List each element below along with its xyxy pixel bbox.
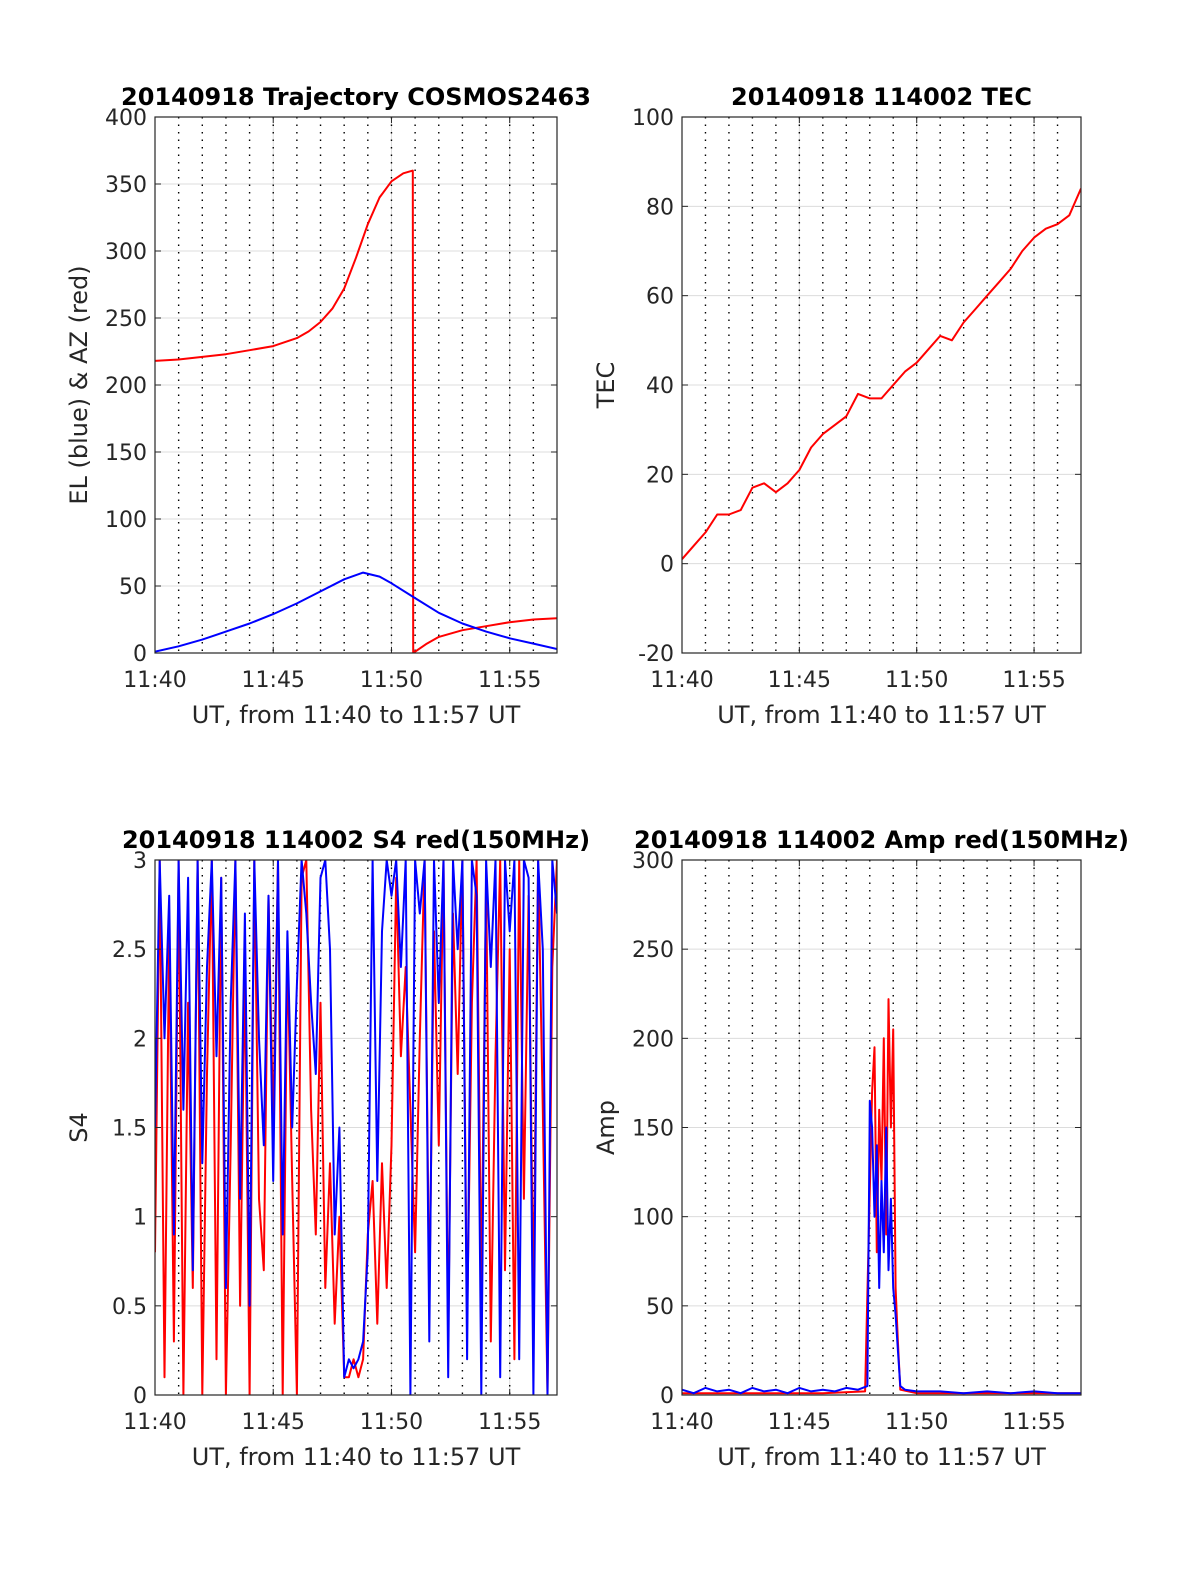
- y-tick-label: 100: [105, 508, 147, 533]
- y-tick-label: 0: [133, 642, 147, 667]
- x-tick-label: 11:55: [478, 1410, 541, 1435]
- x-tick-label: 11:50: [360, 1410, 423, 1435]
- y-tick-label: 0: [133, 1384, 147, 1409]
- series-line-2: [155, 571, 557, 653]
- y-tick-label: 0: [660, 1384, 674, 1409]
- y-tick-label: 150: [632, 1117, 674, 1142]
- x-tick-label: 11:40: [123, 668, 186, 693]
- y-axis-label: EL (blue) & AZ (red): [65, 265, 93, 504]
- y-tick-label: 250: [105, 307, 147, 332]
- x-axis-label: UT, from 11:40 to 11:57 UT: [717, 701, 1046, 729]
- y-tick-label: 200: [632, 1027, 674, 1052]
- y-tick-label: -20: [638, 642, 674, 667]
- x-tick-label: 11:45: [768, 1410, 831, 1435]
- x-tick-label: 11:50: [885, 668, 948, 693]
- y-tick-label: 1: [133, 1206, 147, 1231]
- y-axis-label: Amp: [592, 1100, 620, 1155]
- y-tick-label: 300: [632, 849, 674, 874]
- x-tick-label: 11:40: [650, 1410, 713, 1435]
- x-tick-label: 11:55: [1002, 668, 1065, 693]
- y-axis-label: S4: [65, 1112, 93, 1143]
- y-tick-label: 50: [119, 575, 147, 600]
- chart-title: 20140918 114002 TEC: [731, 83, 1032, 111]
- y-tick-label: 300: [105, 240, 147, 265]
- x-tick-label: 11:40: [650, 668, 713, 693]
- series-line-1: [682, 188, 1081, 560]
- y-tick-label: 20: [646, 463, 674, 488]
- x-tick-label: 11:45: [242, 668, 305, 693]
- y-tick-label: 80: [646, 195, 674, 220]
- y-tick-label: 60: [646, 285, 674, 310]
- y-tick-label: 2: [133, 1027, 147, 1052]
- y-tick-label: 100: [632, 1206, 674, 1231]
- x-tick-label: 11:55: [1002, 1410, 1065, 1435]
- y-tick-label: 350: [105, 173, 147, 198]
- y-tick-label: 150: [105, 441, 147, 466]
- y-tick-label: 3: [133, 849, 147, 874]
- x-axis-label: UT, from 11:40 to 11:57 UT: [717, 1443, 1046, 1471]
- x-tick-label: 11:50: [885, 1410, 948, 1435]
- x-axis-label: UT, from 11:40 to 11:57 UT: [192, 701, 521, 729]
- x-tick-label: 11:45: [242, 1410, 305, 1435]
- y-tick-label: 0.5: [112, 1295, 147, 1320]
- y-tick-label: 400: [105, 106, 147, 131]
- series-line-2: [682, 1099, 1081, 1395]
- chart-title: 20140918 114002 S4 red(150MHz): [122, 826, 590, 854]
- series-line-1: [155, 169, 557, 653]
- y-tick-label: 50: [646, 1295, 674, 1320]
- y-tick-label: 200: [105, 374, 147, 399]
- y-tick-label: 100: [632, 106, 674, 131]
- chart-3: 11:40 11:45 11:50 11:55 0 0.5 1 1.5 2 2.5 32014091…: [65, 826, 590, 1471]
- x-axis-label: UT, from 11:40 to 11:57 UT: [192, 1443, 521, 1471]
- chart-2: 11:40 11:45 11:50 11:55 -20 0 20 40 60 80 100 20140…: [592, 83, 1082, 729]
- y-tick-label: 2.5: [112, 938, 147, 963]
- series-line-1: [682, 998, 1081, 1395]
- chart-1: 11:40 11:45 11:50 11:55 0 50 100 150 200 250 300 35…: [65, 83, 591, 729]
- x-tick-label: 11:40: [123, 1410, 186, 1435]
- x-tick-label: 11:45: [768, 668, 831, 693]
- y-tick-label: 40: [646, 374, 674, 399]
- y-tick-label: 250: [632, 938, 674, 963]
- chart-title: 20140918 Trajectory COSMOS2463: [121, 83, 591, 111]
- x-tick-label: 11:50: [360, 668, 423, 693]
- chart-title: 20140918 114002 Amp red(150MHz): [634, 826, 1129, 854]
- chart-4: 11:40 11:45 11:50 11:55 0 50 100 150 200 250 30020…: [592, 826, 1129, 1471]
- x-tick-label: 11:55: [478, 668, 541, 693]
- y-tick-label: 0: [660, 553, 674, 578]
- series-line-2: [155, 860, 557, 1395]
- y-axis-label: TEC: [592, 362, 620, 410]
- y-tick-label: 1.5: [112, 1117, 147, 1142]
